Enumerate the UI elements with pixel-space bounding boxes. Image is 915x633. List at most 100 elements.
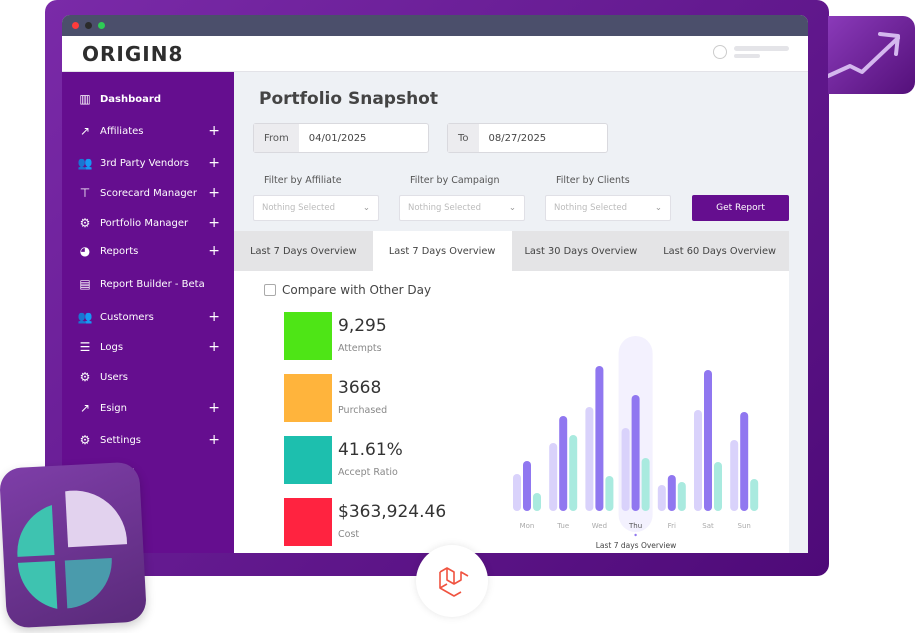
user-gear-icon: ⚙: [79, 370, 91, 384]
tab-overview[interactable]: Last 7 Days Overview: [372, 231, 512, 271]
filter-label: Filter by Campaign: [410, 175, 500, 186]
maximize-window-button[interactable]: [98, 22, 105, 29]
compare-checkbox[interactable]: Compare with Other Day: [264, 283, 431, 297]
laravel-icon: [439, 567, 469, 597]
bar-attempts-thu[interactable]: [631, 395, 640, 511]
tab-overview[interactable]: Last 30 Days Overview: [524, 245, 638, 257]
x-tick-label: Wed: [592, 522, 607, 530]
expand-plus-icon[interactable]: +: [208, 432, 220, 448]
pie-chart-icon: [17, 490, 128, 609]
stat-swatch: [284, 498, 332, 546]
tab-overview[interactable]: Last 7 Days Overview: [250, 245, 357, 257]
bar-purchased-mon[interactable]: [533, 493, 541, 511]
sidebar-item-label: Dashboard: [100, 93, 161, 105]
expand-plus-icon[interactable]: +: [208, 339, 220, 355]
sidebar-item-label: Reports: [100, 245, 139, 257]
bar-pr-birds-fri[interactable]: [657, 485, 666, 511]
bar-pr-birds-thu[interactable]: [621, 428, 630, 511]
sidebar-item-scorecard-manager[interactable]: ⊤ Scorecard Manager +: [62, 182, 234, 204]
bar-purchased-tue[interactable]: [569, 435, 578, 511]
sidebar-item-label: Scorecard Manager: [100, 187, 197, 199]
stat-swatch: [284, 374, 332, 422]
bar-chart-icon: ▥: [79, 92, 91, 106]
minimize-window-button[interactable]: [85, 22, 92, 29]
app-window: ORIGIN8 ▥ Dashboard ↗ Affiliates + 👥 3rd Party…: [62, 15, 808, 553]
stat-value: $363,924.46: [338, 502, 447, 522]
to-date-input[interactable]: 08/27/2025: [488, 132, 547, 144]
bar-purchased-sat[interactable]: [714, 462, 722, 511]
to-date-field[interactable]: To 08/27/2025: [447, 123, 608, 153]
highlight-dot: [634, 533, 637, 537]
sidebar-item-affiliates[interactable]: ↗ Affiliates +: [62, 120, 234, 142]
sidebar-item-logs[interactable]: ☰ Logs +: [62, 336, 234, 358]
sidebar-item-customers[interactable]: 👥 Customers +: [62, 306, 234, 328]
overview-panel: Compare with Other Day 9,295 Attempts 3668…: [234, 271, 789, 553]
overview-tabs: Last 7 Days Overview Last 7 Days Overview…: [234, 231, 789, 271]
x-tick-label: Sun: [738, 522, 751, 530]
expand-plus-icon[interactable]: +: [208, 123, 220, 139]
tab-overview[interactable]: Last 60 Days Overview: [663, 245, 777, 257]
from-date-field[interactable]: From 04/01/2025: [253, 123, 429, 153]
filter-placeholder: Nothing Selected: [262, 203, 335, 213]
stat-card: 9,295 Attempts: [284, 312, 484, 360]
expand-plus-icon[interactable]: +: [208, 185, 220, 201]
checkbox[interactable]: [264, 284, 276, 296]
bar-attempts-wed[interactable]: [595, 366, 604, 511]
chart-title: Last 7 days Overview: [596, 541, 677, 550]
stat-label: Purchased: [338, 405, 388, 416]
chevron-down-icon: ⌄: [508, 203, 516, 213]
bar-purchased-wed[interactable]: [605, 476, 614, 511]
external-link-icon: ↗: [79, 401, 91, 415]
external-link-icon: ↗: [79, 124, 91, 138]
bar-pr-birds-mon[interactable]: [513, 474, 521, 511]
sidebar-item-report-builder-beta[interactable]: ▤ Report Builder - Beta: [62, 273, 234, 295]
users-group-icon: 👥: [77, 156, 93, 170]
filter-select[interactable]: Nothing Selected ⌄: [545, 195, 671, 221]
expand-plus-icon[interactable]: +: [208, 243, 220, 259]
chevron-down-icon: ⌄: [362, 203, 370, 213]
bar-pr-birds-wed[interactable]: [585, 407, 594, 511]
filter-label: Filter by Affiliate: [264, 175, 342, 186]
page-title: Portfolio Snapshot: [259, 89, 438, 109]
bar-purchased-sun[interactable]: [750, 479, 759, 511]
sidebar-item-label: Esign: [100, 402, 127, 414]
sidebar-item-3rd-party-vendors[interactable]: 👥 3rd Party Vendors +: [62, 152, 234, 174]
stat-swatch: [284, 436, 332, 484]
bar-pr-birds-tue[interactable]: [549, 443, 558, 511]
stat-card: 41.61% Accept Ratio: [284, 436, 484, 484]
from-date-input[interactable]: 04/01/2025: [308, 132, 367, 144]
bar-pr-birds-sat[interactable]: [694, 410, 702, 511]
sidebar-item-portfolio-manager[interactable]: ⚙ Portfolio Manager +: [62, 212, 234, 234]
x-tick-label: Mon: [520, 522, 535, 530]
filter-select[interactable]: Nothing Selected ⌄: [253, 195, 379, 221]
filter-select[interactable]: Nothing Selected ⌄: [399, 195, 525, 221]
users-group-icon: 👥: [77, 310, 93, 324]
expand-plus-icon[interactable]: +: [208, 215, 220, 231]
close-window-button[interactable]: [72, 22, 79, 29]
from-label: From: [254, 124, 299, 152]
expand-plus-icon[interactable]: +: [208, 155, 220, 171]
bar-pr-birds-sun[interactable]: [730, 440, 739, 511]
bar-attempts-sun[interactable]: [740, 412, 749, 511]
x-tick-label: Sat: [702, 522, 714, 530]
sidebar-item-users[interactable]: ⚙ Users: [62, 366, 234, 388]
bar-attempts-tue[interactable]: [559, 416, 568, 511]
list-icon: ☰: [79, 340, 91, 354]
sidebar-item-dashboard[interactable]: ▥ Dashboard: [62, 88, 234, 110]
bar-attempts-fri[interactable]: [667, 475, 676, 511]
bar-attempts-sat[interactable]: [704, 370, 712, 511]
expand-plus-icon[interactable]: +: [208, 400, 220, 416]
username-placeholder: [734, 46, 789, 51]
user-avatar-icon[interactable]: [713, 45, 727, 59]
sidebar-item-reports[interactable]: ◕ Reports +: [62, 240, 234, 262]
expand-plus-icon[interactable]: +: [208, 309, 220, 325]
get-report-button[interactable]: Get Report: [692, 195, 789, 221]
bar-purchased-thu[interactable]: [641, 458, 650, 511]
main-content: Portfolio Snapshot From 04/01/2025 To 08…: [234, 72, 808, 553]
bar-purchased-fri[interactable]: [677, 482, 686, 511]
weekly-bar-chart: Mon Tue Wed Thu Fri Sat Sun Last 7 days Overvie…: [513, 336, 759, 550]
sidebar-item-settings[interactable]: ⚙ Settings +: [62, 429, 234, 451]
bar-attempts-mon[interactable]: [523, 461, 531, 511]
sidebar-item-label: Affiliates: [100, 125, 144, 137]
sidebar-item-esign[interactable]: ↗ Esign +: [62, 397, 234, 419]
